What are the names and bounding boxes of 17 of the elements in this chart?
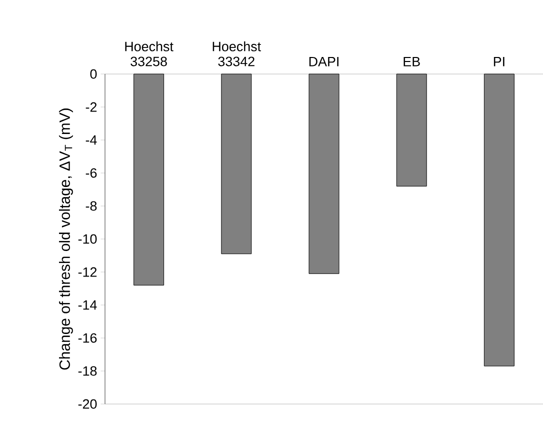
x-tick-label: PI [494,56,504,66]
x-tick-label: EB [404,56,420,66]
y-tick-label: -6 [86,168,97,178]
y-tick-label: -2 [86,102,97,112]
y-tick-label: -20 [78,399,97,409]
x-tick-label: Hoechst 33258 [125,41,174,66]
y-tick-label: -14 [78,300,97,310]
y-tick-label: -4 [86,135,97,145]
y-tick-label: -10 [78,234,97,244]
x-tick-label: Hoechst 33342 [212,41,261,66]
y-tick-label: -18 [78,366,97,376]
y-tick-label: 0 [90,69,97,79]
y-axis-title: Change of thresh old voltage, ΔV$_{T}$ (mV) [59,108,73,370]
y-tick-label: -8 [86,201,97,211]
y-tick-label: -12 [78,267,97,277]
x-tick-label: DAPI [309,56,338,66]
y-tick-label: -16 [78,333,97,343]
